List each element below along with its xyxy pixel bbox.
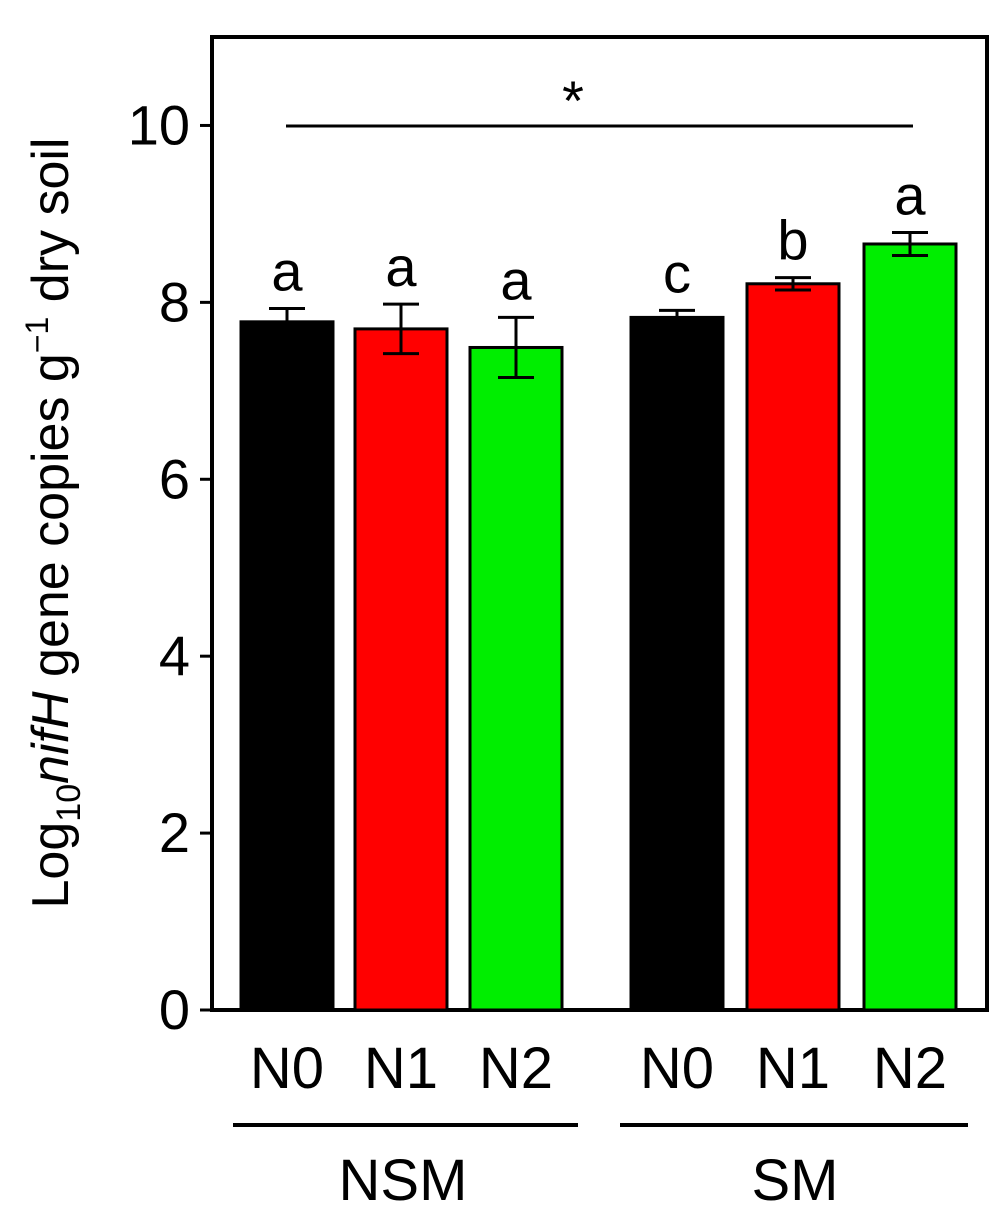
y-tick-label: 4 (159, 624, 190, 687)
significance-mark: * (562, 69, 584, 132)
y-axis-label-middle: gene copies g (22, 353, 80, 691)
significance-letter: a (894, 163, 926, 226)
annotations: a a a c b a (271, 163, 926, 311)
x-tick-label: N2 (479, 1036, 553, 1101)
x-tick-label: N1 (364, 1036, 438, 1101)
x-axis-labels: N0 N1 N2 N0 N1 N2 (250, 1036, 947, 1101)
y-axis-label-suffix: dry soil (22, 138, 80, 317)
y-tick-label: 10 (128, 93, 190, 156)
x-tick-label: N1 (756, 1036, 830, 1101)
y-axis-label-prefix: Log (22, 822, 80, 909)
bar-nsm-n2 (468, 345, 564, 1012)
y-tick-label: 2 (159, 801, 190, 864)
y-axis-label-superscript: −1 (19, 317, 55, 353)
bars (239, 230, 958, 1012)
bar-nsm-n0 (239, 320, 335, 1012)
significance-letter: c (663, 241, 691, 304)
significance-letter: a (271, 240, 303, 303)
y-axis-ticks: 0 2 4 6 8 10 (128, 93, 212, 1041)
group-label-sm: SM (752, 1148, 839, 1206)
bar-sm-n1 (745, 282, 841, 1012)
bar-sm-n0 (629, 315, 725, 1012)
y-axis-label-subscript: 10 (50, 784, 88, 822)
y-tick-label: 8 (159, 270, 190, 333)
y-tick-label: 6 (159, 447, 190, 510)
x-tick-label: N2 (873, 1036, 947, 1101)
bar-nsm-n1 (353, 327, 449, 1012)
significance-letter: b (777, 209, 808, 272)
plot-frame (210, 35, 989, 1012)
y-axis-label-gene: nifH (22, 691, 80, 784)
group-label-nsm: NSM (339, 1148, 468, 1206)
bar-sm-n2 (862, 242, 958, 1012)
x-tick-label: N0 (250, 1036, 324, 1101)
significance-letter: a (500, 248, 532, 311)
y-axis-label: Log10nifH gene copies g−1 dry soil (19, 138, 88, 909)
significance-letter: a (385, 235, 417, 298)
y-tick-label: 0 (159, 978, 190, 1041)
x-tick-label: N0 (640, 1036, 714, 1101)
